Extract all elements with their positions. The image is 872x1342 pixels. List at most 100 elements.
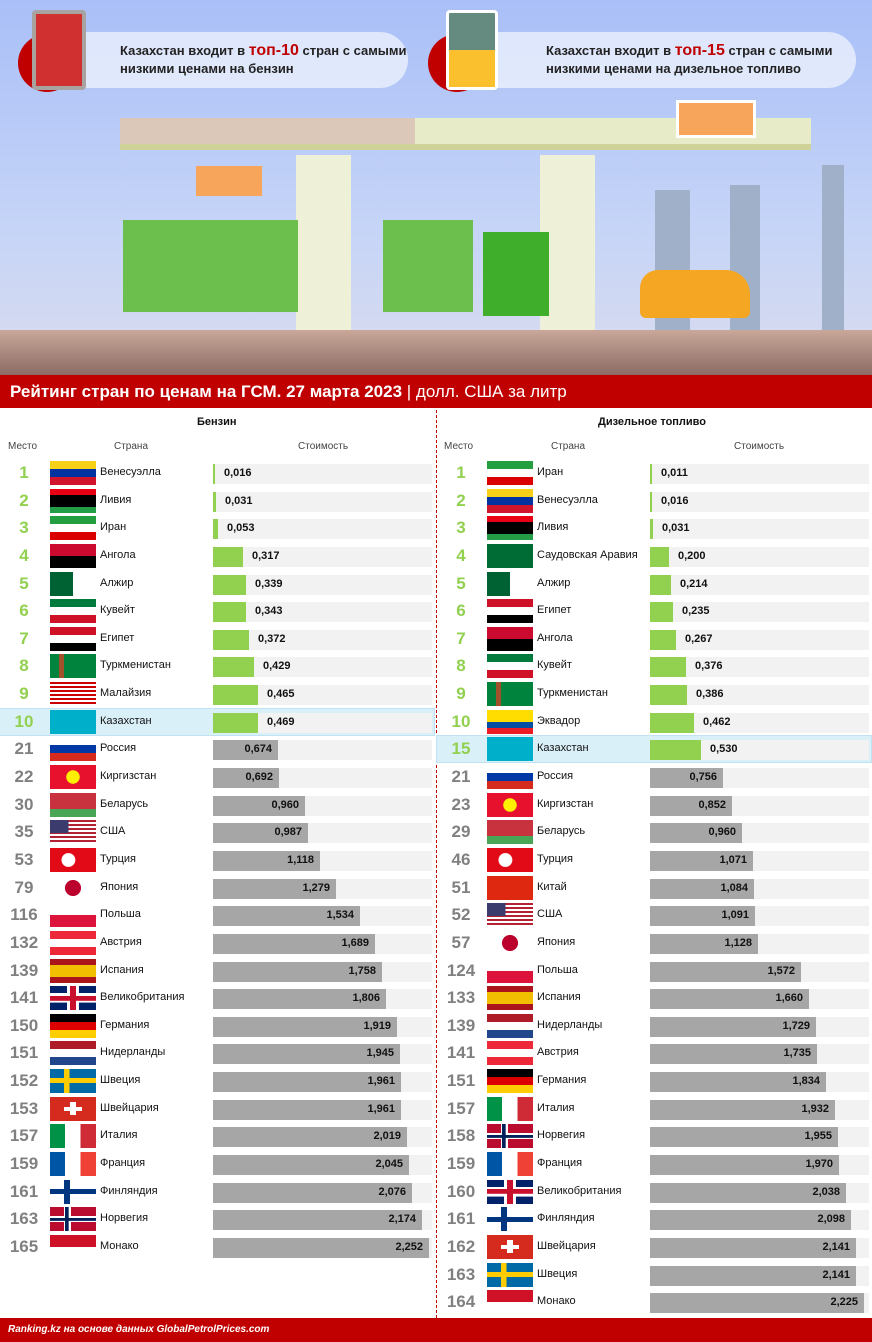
- table-row: 6 Египет 0,235: [437, 598, 871, 624]
- country-name: Алжир: [537, 576, 571, 589]
- truck-trailer: [383, 220, 473, 312]
- flag-es-icon: [487, 986, 533, 1011]
- table-row: 153 Швейцария 1,961: [0, 1096, 434, 1122]
- price-bar: [213, 961, 382, 982]
- table-row: 30 Беларусь 0,960: [0, 792, 434, 818]
- flag-no-icon: [50, 1207, 96, 1232]
- price-bar-track: 0,462: [650, 712, 869, 733]
- price-value: 1,091: [721, 909, 749, 922]
- rank: 157: [9, 1126, 39, 1146]
- price-bar-track: 0,339: [213, 574, 432, 595]
- table-row: 2 Венесуэлла 0,016: [437, 488, 871, 514]
- price-bar: [650, 1099, 835, 1120]
- rank: 159: [446, 1154, 476, 1173]
- flag-ir-icon: [487, 461, 533, 485]
- price-bar: [213, 850, 320, 871]
- flag-jp-icon: [50, 875, 96, 900]
- table-row: 4 Саудовская Аравия 0,200: [437, 543, 871, 569]
- price-bar: [213, 1210, 422, 1231]
- rank: 3: [19, 518, 29, 538]
- header-rank: Место: [444, 441, 474, 452]
- country-name: Казахстан: [537, 742, 589, 755]
- price-bar: [213, 1182, 412, 1203]
- flag-fr-icon: [487, 1152, 533, 1176]
- table-row: 163 Норвегия 2,174: [0, 1206, 434, 1232]
- price-bar-track: 0,674: [213, 740, 432, 761]
- rank: 23: [451, 794, 471, 814]
- diesel-title: Дизельное топливо: [598, 416, 707, 428]
- price-bar-track: 2,076: [213, 1182, 432, 1203]
- flag-tr-icon: [487, 847, 533, 872]
- price-bar: [650, 712, 694, 733]
- rank: 165: [9, 1236, 39, 1256]
- country-name: Иран: [537, 466, 564, 478]
- price-bar: [213, 491, 216, 512]
- price-bar-track: 0,465: [213, 685, 432, 706]
- price-bar-track: 0,372: [213, 629, 432, 650]
- flag-gb-icon: [50, 986, 96, 1011]
- price-bar-track: 0,987: [213, 823, 432, 844]
- table-row: 5 Алжир 0,339: [0, 571, 434, 597]
- country-name: Киргизстан: [537, 797, 594, 810]
- callout-text: Казахстан входит в: [120, 43, 249, 58]
- country-name: Польша: [537, 963, 578, 976]
- country-name: Иран: [100, 521, 127, 534]
- table-row: 163 Швеция 2,141: [437, 1262, 871, 1288]
- price-value: 1,955: [804, 1130, 832, 1143]
- rank: 46: [451, 849, 471, 869]
- price-bar: [213, 629, 249, 650]
- price-value: 0,960: [271, 798, 299, 811]
- country-name: Россия: [537, 770, 574, 783]
- price-bar-track: 2,141: [650, 1237, 869, 1258]
- table-row: 7 Египет 0,372: [0, 626, 434, 652]
- price-value: 2,076: [378, 1185, 406, 1198]
- price-bar-track: 1,945: [213, 1044, 432, 1065]
- price-bar-track: 0,852: [650, 795, 869, 816]
- country-name: Япония: [537, 935, 576, 948]
- country-name: Беларусь: [537, 825, 586, 838]
- flag-de-icon: [50, 1013, 96, 1038]
- price-value: 0,214: [680, 577, 708, 590]
- price-bar-track: 2,252: [213, 1237, 432, 1258]
- country-name: Швейцария: [537, 1239, 596, 1252]
- price-bar: [213, 768, 279, 789]
- country-name: Япония: [100, 880, 139, 893]
- flag-se-icon: [487, 1262, 533, 1287]
- price-value: 1,758: [348, 964, 376, 977]
- price-bar-track: 0,011: [650, 464, 869, 484]
- price-bar-track: 0,692: [213, 768, 432, 789]
- rank: 1: [19, 463, 29, 482]
- price-bar-track: 1,735: [650, 1044, 869, 1065]
- table-row: 161 Финляндия 2,098: [437, 1206, 871, 1232]
- flag-it-icon: [487, 1096, 533, 1121]
- country-name: Испания: [537, 991, 581, 1004]
- price-value: 0,960: [708, 826, 736, 839]
- flag-ly-icon: [487, 516, 533, 541]
- table-row: 164 Монако 2,225: [437, 1289, 871, 1315]
- price-bar: [650, 685, 687, 706]
- price-bar-track: 1,758: [213, 961, 432, 982]
- table-row: 159 Франция 2,045: [0, 1151, 434, 1177]
- rank: 7: [456, 628, 466, 648]
- country-name: Кувейт: [100, 604, 135, 617]
- price-bar: [213, 1072, 401, 1093]
- price-bar: [213, 823, 308, 844]
- flag-de-icon: [487, 1069, 533, 1094]
- price-value: 0,235: [682, 605, 710, 618]
- flag-jp-icon: [487, 930, 533, 955]
- price-value: 0,339: [255, 577, 283, 590]
- table-row: 22 Киргизстан 0,692: [0, 764, 434, 790]
- callout-text: стран с самыми низкими ценами на бензин: [120, 43, 407, 76]
- header-country: Страна: [114, 441, 149, 452]
- banner-unit: долл. США за литр: [415, 382, 567, 401]
- rank: 15: [451, 739, 471, 759]
- table-row: 35 США 0,987: [0, 819, 434, 845]
- country-name: Франция: [537, 1157, 583, 1169]
- table-row: 21 Россия 0,756: [437, 764, 871, 790]
- price-value: 0,200: [678, 549, 706, 562]
- price-bar-track: 0,960: [650, 823, 869, 844]
- price-bar: [213, 1016, 397, 1037]
- canopy-pillar: [540, 155, 595, 330]
- table-row: 9 Туркменистан 0,386: [437, 681, 871, 707]
- price-bar: [650, 1044, 817, 1065]
